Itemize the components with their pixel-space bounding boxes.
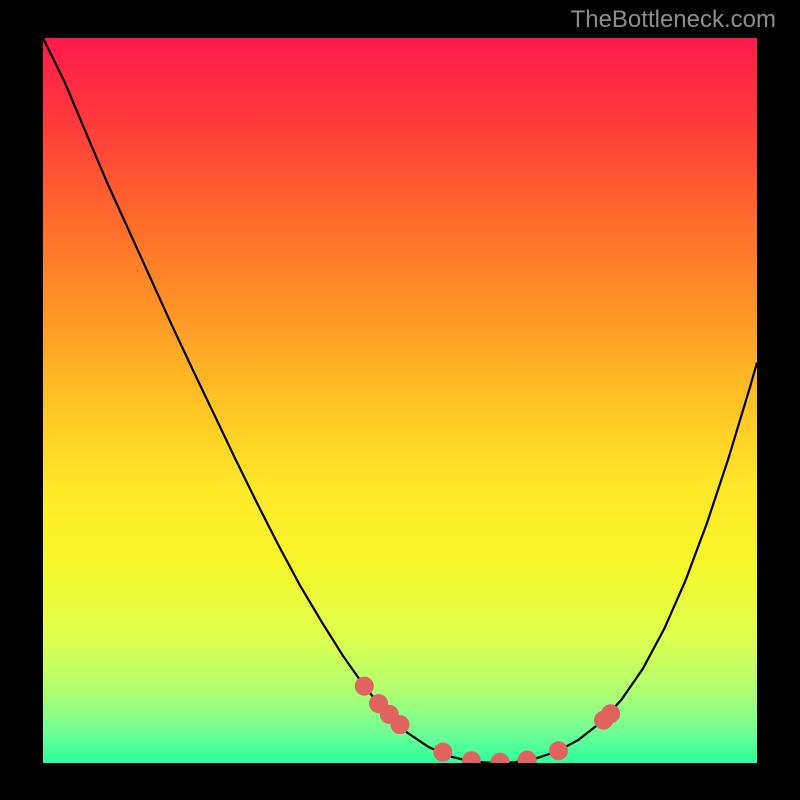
- curve-marker: [391, 716, 409, 734]
- curve-marker: [462, 752, 480, 770]
- curve-marker: [491, 753, 509, 771]
- chart-svg: [0, 0, 800, 800]
- curve-marker: [434, 743, 452, 761]
- chart-stage: TheBottleneck.com: [0, 0, 800, 800]
- curve-marker: [518, 751, 536, 769]
- curve-marker: [355, 677, 373, 695]
- curve-marker: [550, 742, 568, 760]
- watermark-text: TheBottleneck.com: [571, 6, 776, 34]
- curve-marker: [602, 705, 620, 723]
